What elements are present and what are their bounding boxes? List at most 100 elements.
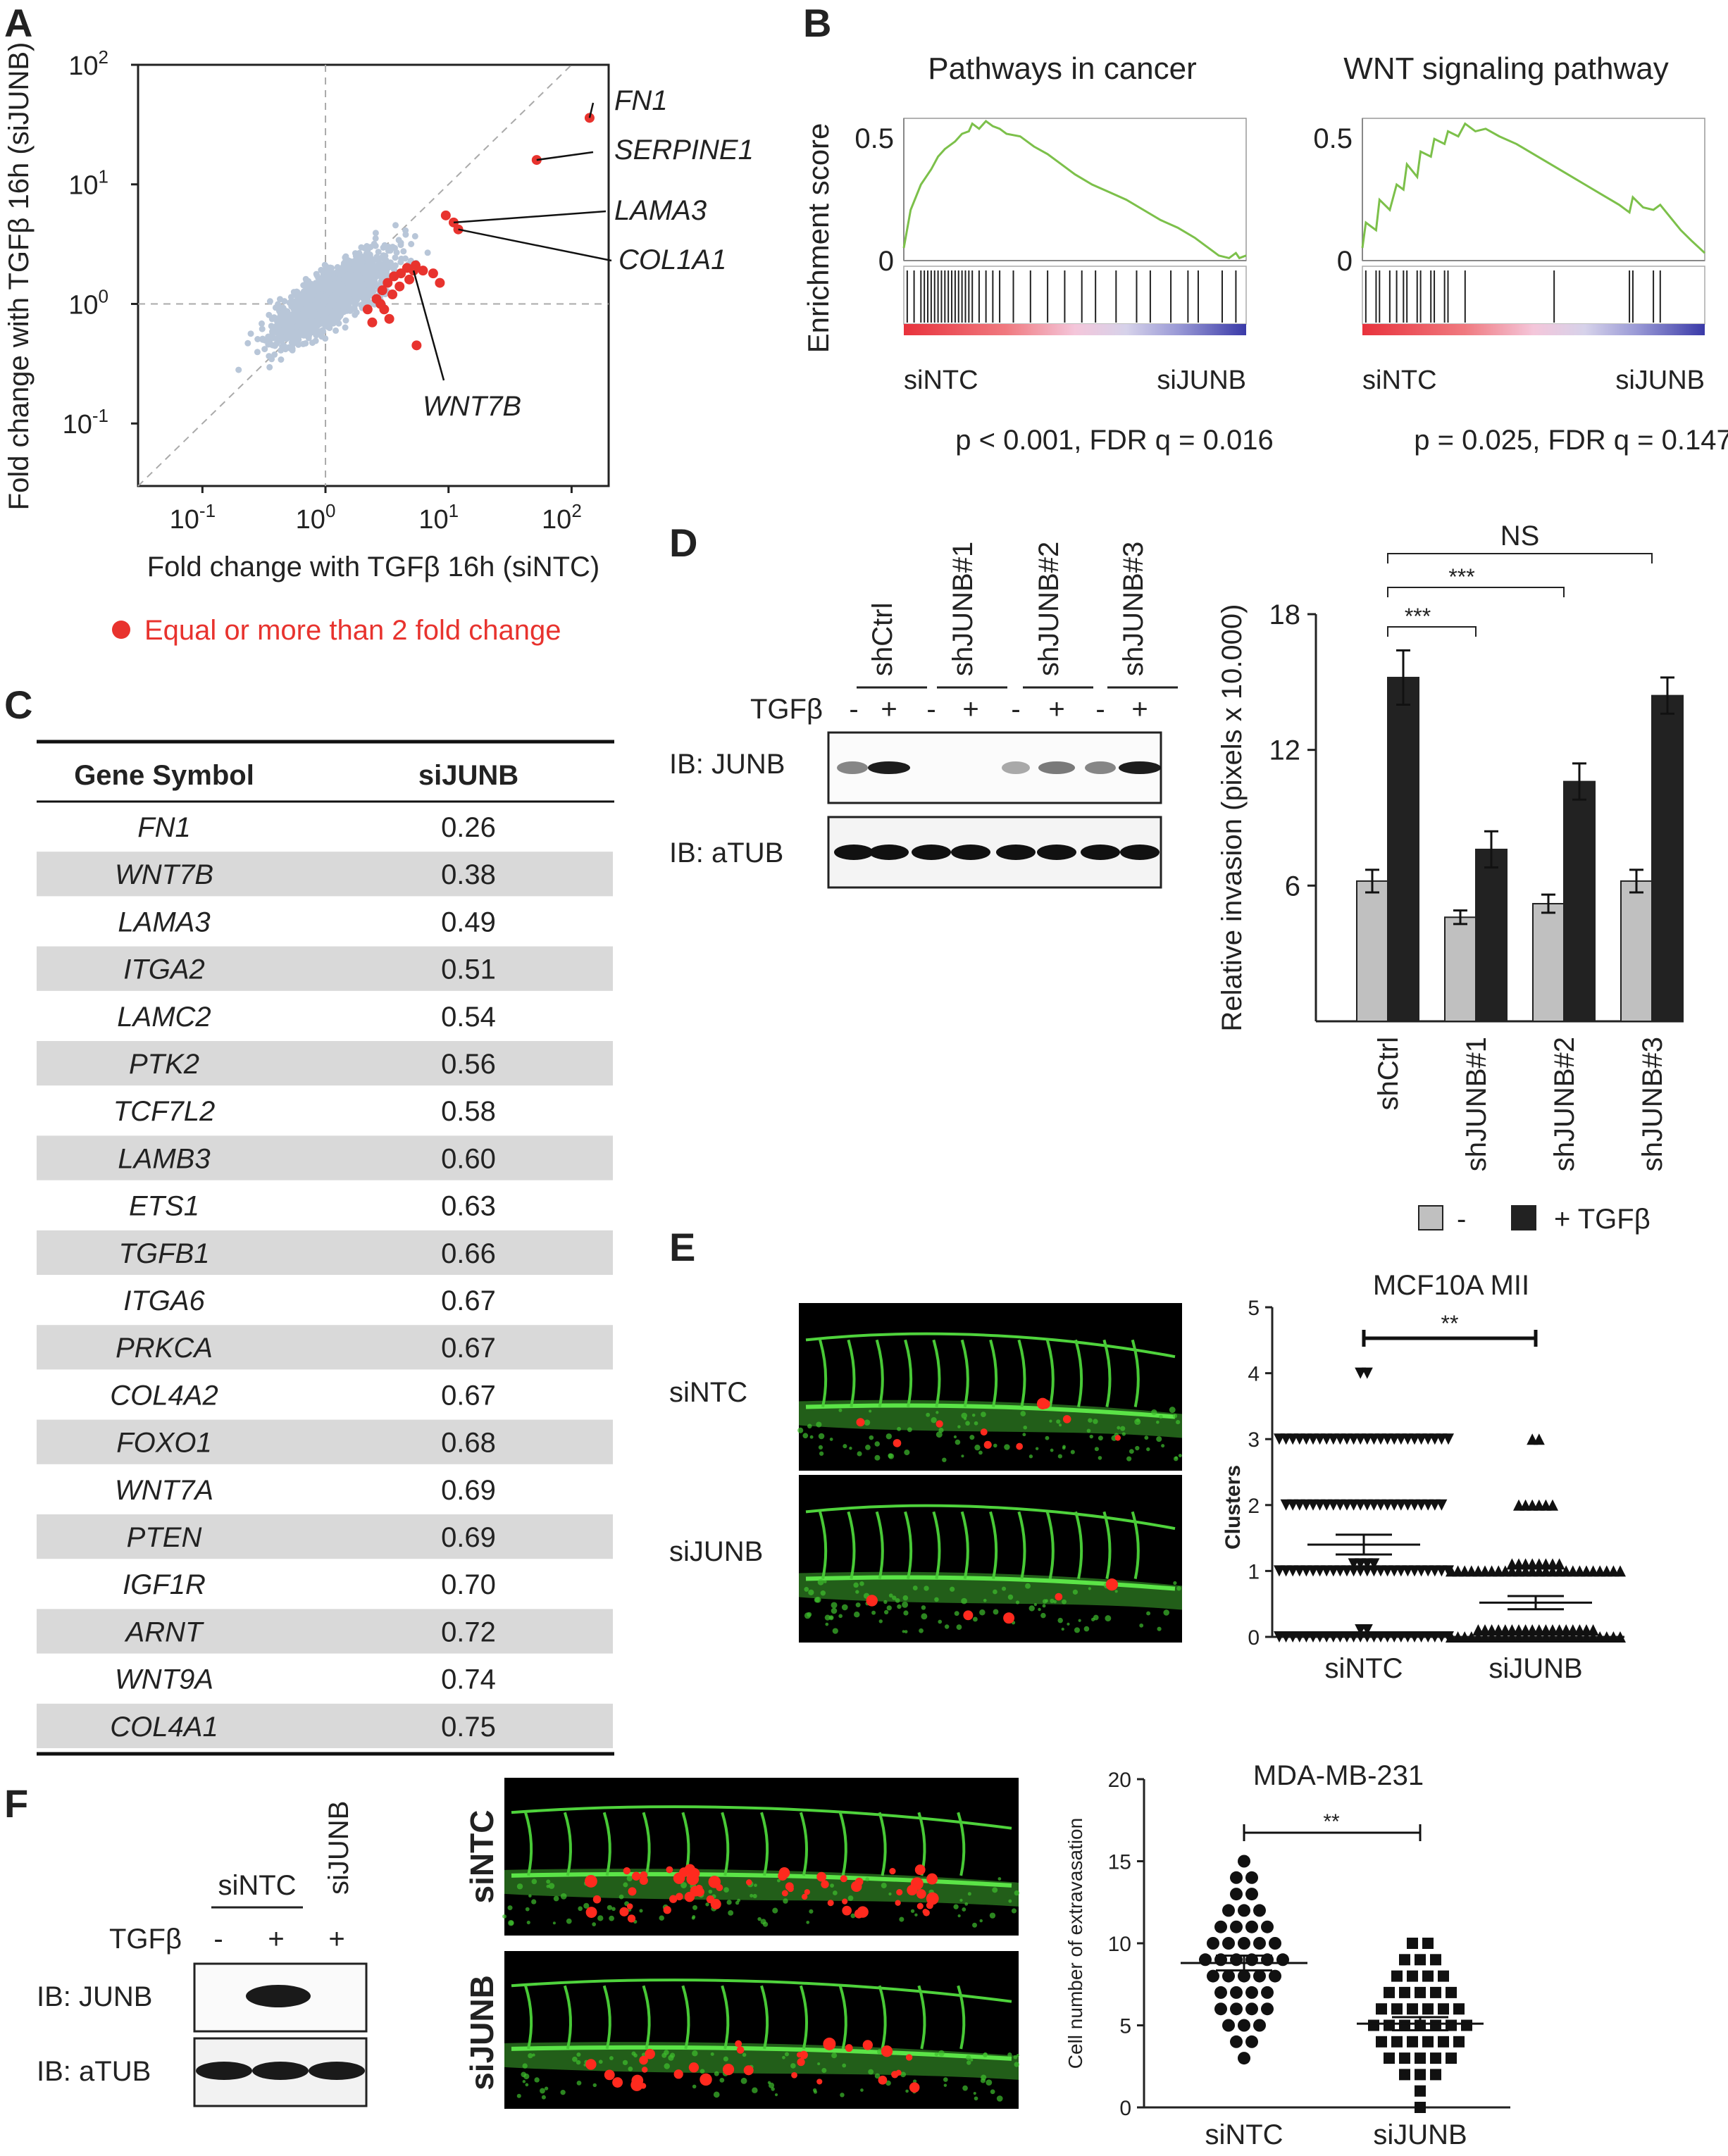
fish-dorsal-vessel <box>511 1805 1012 1830</box>
panel-e-image-label-sintc: siNTC <box>669 1377 747 1408</box>
panel-a-point <box>261 346 268 353</box>
panel-a-xtick-label: 101 <box>418 500 459 535</box>
table-row: LAMC2 0.54 <box>117 1002 496 1033</box>
panel-a-point <box>290 318 297 325</box>
fish-speckle <box>871 1610 876 1615</box>
panel-a-point <box>330 270 337 277</box>
table-row-shade <box>37 1041 613 1086</box>
panel-b-ylabel: Enrichment score <box>802 123 835 354</box>
bar-ylabel: Relative invasion (pixels x 10.000) <box>1217 604 1248 1032</box>
dot-plot-marker <box>1430 1986 1441 1998</box>
fish-speckle <box>886 1605 892 1611</box>
dot-plot-marker <box>1230 1888 1243 1901</box>
fish-speckle <box>528 2052 533 2059</box>
panel-a-point <box>284 321 291 328</box>
panel-a-point <box>318 320 325 327</box>
panel-a-point <box>352 292 359 299</box>
fish-speckle <box>902 1595 909 1601</box>
fish-tumor-cell <box>878 2075 888 2085</box>
fish-speckle <box>1098 1435 1103 1441</box>
gsea-ytick-0: 0 <box>1337 246 1353 277</box>
dot-plot-marker <box>1399 1954 1410 1966</box>
fish-speckle <box>1098 1456 1102 1460</box>
panel-a-highlight-point <box>377 285 387 296</box>
panel-a-point <box>280 328 287 335</box>
fish-speckle <box>806 1920 810 1924</box>
panel-a-point <box>312 337 319 344</box>
fish-speckle <box>1035 1447 1039 1450</box>
dot-plot-marker <box>1430 2052 1441 2064</box>
blot-treatment-sign: - <box>1095 694 1105 725</box>
panel-a-point <box>336 276 342 282</box>
panel-a-point <box>332 311 340 318</box>
panel-f-atub-row-label: IB: aTUB <box>37 2056 151 2087</box>
fish-speckle <box>1151 1409 1157 1416</box>
fish-speckle <box>802 1433 809 1439</box>
fish-speckle <box>669 2052 676 2058</box>
legend-label: - <box>1457 1204 1466 1235</box>
panel-label-d: D <box>669 521 697 565</box>
fish-speckle <box>902 1601 909 1608</box>
dot-plot-marker <box>1230 1871 1243 1884</box>
table-cell-gene: WNT7B <box>115 859 213 890</box>
fish-dorsal-vessel <box>511 1979 1012 2003</box>
table-cell-gene: PRKCA <box>116 1333 213 1364</box>
fish-speckle <box>784 2052 789 2057</box>
panel-a-highlight-point <box>435 278 445 288</box>
panel-a-point <box>273 323 280 330</box>
fish-speckle <box>523 2073 530 2080</box>
fish-tumor-cell <box>688 2062 700 2073</box>
panel-a-point <box>354 270 361 277</box>
panel-e-fish-image-sintc <box>797 1303 1182 1471</box>
dot-plot-marker <box>1245 1888 1258 1901</box>
panel-a-point <box>275 301 282 308</box>
panel-a-point <box>380 254 387 261</box>
panel-a-highlight-point <box>387 289 398 300</box>
fish-aorta <box>511 2045 1012 2061</box>
gsea-right-end-label: siJUNB <box>1157 366 1246 395</box>
dot-plot-marker <box>1214 1920 1227 1933</box>
fish-speckle <box>878 1619 883 1624</box>
bar-category-label: shJUNB#3 <box>1637 1037 1668 1171</box>
table-cell-value: 0.67 <box>441 1380 496 1411</box>
fish-tumor-cell <box>585 1907 597 1918</box>
fish-segment-vessel <box>1102 1339 1112 1407</box>
dot-plot-marker <box>1407 2003 1418 2015</box>
table-cell-gene: COL4A2 <box>110 1380 218 1411</box>
fish-segment-vessel <box>989 1511 998 1579</box>
dot-plot-marker <box>1230 2035 1243 2048</box>
fish-speckle <box>996 2095 1003 2102</box>
dot-plot-marker <box>1269 1969 1281 1983</box>
dot-plot-ytick-label: 10 <box>1108 1933 1131 1956</box>
fish-speckle <box>817 1578 824 1585</box>
panel-a-label-leader <box>412 270 445 381</box>
fish-speckle <box>1023 1425 1028 1430</box>
blot-treatment-sign: + <box>881 694 897 725</box>
dot-plot-marker <box>1587 1624 1599 1635</box>
panel-a-point <box>314 297 321 304</box>
panel-a-point <box>287 294 294 301</box>
fish-speckle <box>955 1439 961 1445</box>
fish-speckle <box>1067 1622 1070 1626</box>
fish-speckle <box>843 1444 847 1449</box>
fish-speckle <box>1011 1908 1017 1914</box>
table-row: PTEN 0.69 <box>37 1514 613 1559</box>
panel-a-ytick-label: 10-1 <box>63 405 108 440</box>
panel-f-sign-1: - <box>213 1924 223 1955</box>
fish-speckle <box>680 1882 688 1888</box>
fish-speckle <box>522 2080 526 2083</box>
table-row: COL4A2 0.67 <box>110 1380 496 1411</box>
fish-speckle <box>814 1597 820 1603</box>
fish-tumor-cell <box>893 1439 902 1447</box>
fish-speckle <box>892 1595 897 1600</box>
fish-speckle <box>1078 1619 1081 1622</box>
fish-tumor-cell <box>663 1906 671 1914</box>
fish-speckle <box>831 2052 838 2059</box>
fish-speckle <box>973 2091 976 2095</box>
fish-speckle <box>525 1907 530 1912</box>
panel-a-point <box>342 324 349 331</box>
fish-speckle <box>1045 1599 1049 1603</box>
fish-speckle <box>1033 1602 1038 1607</box>
fish-segment-vessel <box>875 1511 884 1579</box>
panel-a-legend-dot <box>112 621 130 639</box>
